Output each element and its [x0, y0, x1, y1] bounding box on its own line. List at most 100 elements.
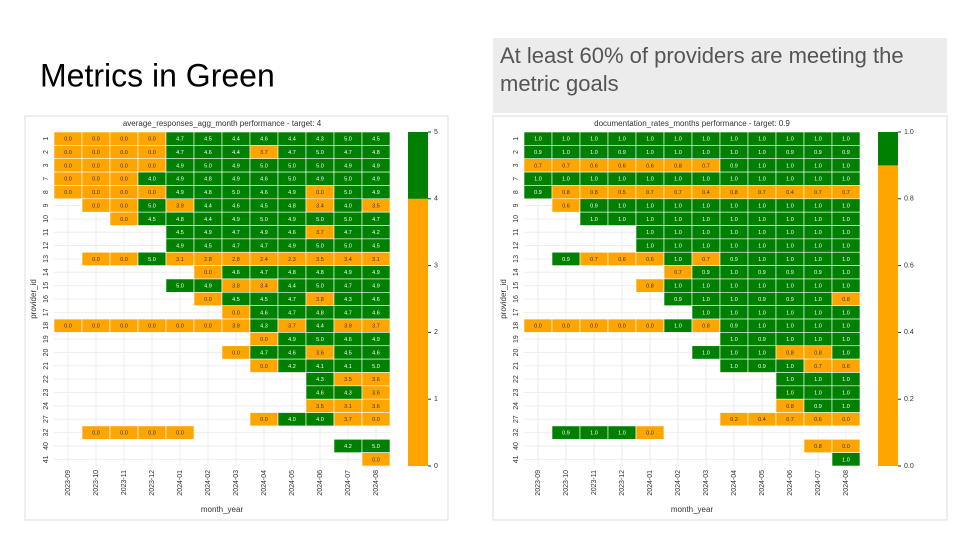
cell-label: 0.9 [758, 364, 766, 370]
cell-label: 4.6 [372, 350, 380, 356]
y-tick-label: 14 [513, 268, 520, 276]
cell-label: 3.7 [260, 150, 268, 156]
cell-label: 4.7 [344, 150, 352, 156]
cell-label: 1.0 [758, 324, 766, 330]
cell-label: 1.0 [814, 390, 822, 396]
y-tick-label: 1 [513, 137, 520, 141]
x-tick-label: 2023-11 [591, 470, 598, 495]
y-tick-label: 16 [513, 295, 520, 303]
cell-label: 4.7 [344, 284, 352, 290]
cell-label: 3.8 [316, 297, 324, 303]
cell-label: 0.0 [148, 431, 156, 437]
cell-label: 4.2 [288, 364, 296, 370]
cell-label: 0.0 [646, 324, 654, 330]
x-axis-title: month_year [671, 505, 714, 514]
cell-label: 5.0 [372, 364, 380, 370]
cell-label: 1.0 [730, 364, 738, 370]
cell-label: 5.0 [344, 190, 352, 196]
cell-label: 3.4 [260, 284, 268, 290]
x-tick-label: 2023-09 [535, 470, 542, 496]
cell-label: 0.8 [814, 350, 822, 356]
cell-label: 3.1 [372, 257, 380, 263]
y-tick-label: 13 [43, 255, 50, 263]
cell-label: 1.0 [814, 257, 822, 263]
cell-label: 1.0 [646, 230, 654, 236]
cell-label: 0.6 [562, 203, 570, 209]
cell-label: 1.0 [842, 310, 850, 316]
cell-label: 0.9 [758, 337, 766, 343]
cell-label: 0.6 [646, 257, 654, 263]
cell-label: 1.0 [814, 310, 822, 316]
cell-label: 0.9 [562, 431, 570, 437]
cell-label: 0.7 [534, 163, 542, 169]
cell-label: 0.9 [786, 297, 794, 303]
cell-label: 1.0 [674, 203, 682, 209]
y-tick-label: 11 [43, 228, 50, 235]
cell-label: 4.5 [232, 297, 240, 303]
cell-label: 0.7 [758, 190, 766, 196]
cell-label: 1.0 [646, 244, 654, 250]
y-tick-label: 11 [513, 228, 520, 235]
cell-label: 0.0 [534, 324, 542, 330]
cell-label: 0.4 [702, 190, 710, 196]
cell-label: 4.4 [288, 284, 296, 290]
cell-label: 5.0 [316, 244, 324, 250]
y-tick-label: 14 [43, 268, 50, 276]
cell-label: 1.0 [842, 163, 850, 169]
cell-label: 0.9 [814, 270, 822, 276]
cell-label: 1.0 [674, 177, 682, 183]
cell-label: 5.0 [344, 177, 352, 183]
cell-label: 0.8 [814, 444, 822, 450]
cell-label: 1.0 [814, 177, 822, 183]
y-tick-label: 17 [43, 308, 50, 316]
cell-label: 1.0 [730, 217, 738, 223]
cell-label: 1.0 [842, 404, 850, 410]
cell-label: 4.8 [316, 310, 324, 316]
cell-label: 1.0 [786, 364, 794, 370]
cell-label: 0.8 [674, 163, 682, 169]
y-tick-label: 21 [513, 362, 520, 370]
colorbar-tick-label: 0.2 [904, 396, 914, 403]
cell-label: 1.0 [842, 337, 850, 343]
cell-label: 1.0 [702, 137, 710, 143]
cell-label: 1.0 [814, 324, 822, 330]
cell-label: 1.0 [702, 244, 710, 250]
cell-label: 4.6 [288, 230, 296, 236]
cell-label: 0.6 [618, 257, 626, 263]
cell-label: 1.0 [842, 270, 850, 276]
x-tick-label: 2024-05 [759, 470, 766, 496]
cell-label: 1.0 [786, 337, 794, 343]
y-tick-label: 22 [43, 375, 50, 383]
cell-label: 1.0 [758, 217, 766, 223]
y-axis-title: provider_id [499, 279, 508, 319]
cell-label: 4.9 [372, 177, 380, 183]
cell-label: 4.9 [344, 270, 352, 276]
cell-label: 1.0 [786, 244, 794, 250]
cell-label: 0.9 [758, 270, 766, 276]
cell-label: 4.7 [344, 230, 352, 236]
cell-label: 0.9 [842, 150, 850, 156]
cell-label: 0.0 [92, 137, 100, 143]
cell-label: 0.7 [562, 163, 570, 169]
cell-label: 5.0 [372, 444, 380, 450]
y-tick-label: 3 [513, 163, 520, 167]
cell-label: 3.5 [372, 203, 380, 209]
cell-label: 1.0 [674, 257, 682, 263]
y-tick-label: 41 [43, 455, 50, 463]
cell-label: 1.0 [730, 203, 738, 209]
cell-label: 0.0 [204, 297, 212, 303]
cell-label: 1.0 [758, 257, 766, 263]
y-tick-label: 27 [513, 415, 520, 423]
x-tick-label: 2024-02 [205, 470, 212, 496]
cell-label: 1.0 [646, 203, 654, 209]
cell-label: 4.9 [288, 337, 296, 343]
y-tick-label: 40 [513, 442, 520, 450]
cell-label: 4.9 [288, 190, 296, 196]
cell-label: 4.7 [176, 137, 184, 143]
cell-label: 4.8 [204, 177, 212, 183]
cell-label: 1.0 [702, 150, 710, 156]
colorbar-high [878, 132, 898, 166]
cell-label: 4.3 [260, 324, 268, 330]
cell-label: 0.0 [148, 324, 156, 330]
cell-label: 5.0 [344, 244, 352, 250]
